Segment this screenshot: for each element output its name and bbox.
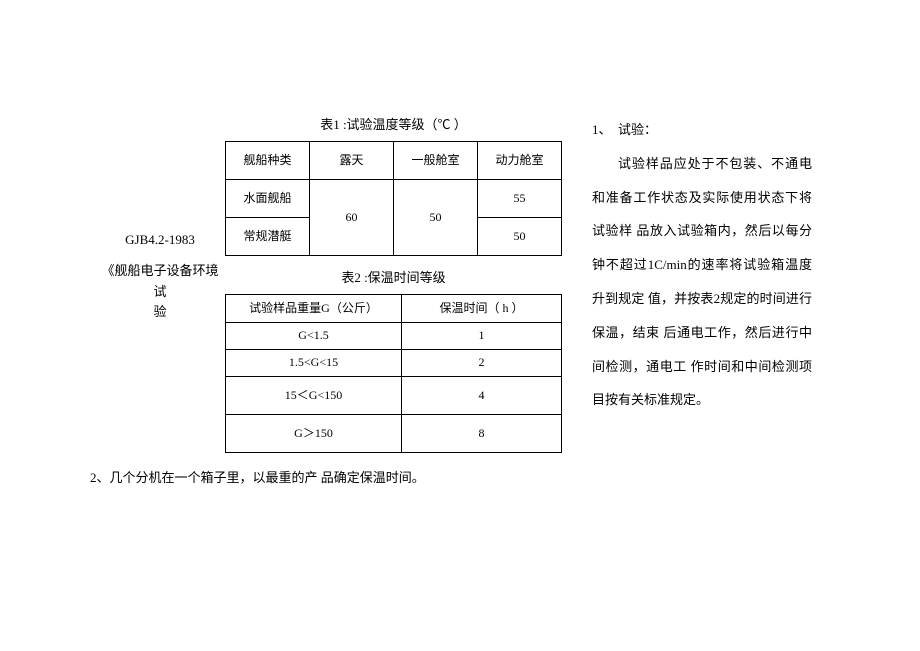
table2-r1a: G<1.5 — [226, 322, 402, 349]
table1-header-1: 舰船种类 — [226, 141, 310, 179]
table1-r1c4: 55 — [478, 179, 562, 217]
table2-row-1: G<1.5 1 — [226, 322, 562, 349]
table2-header-row: 试验样品重量G（公斤） 保温时间（ h ） — [226, 294, 562, 322]
standard-title-line1: 《舰船电子设备环境试 — [100, 261, 220, 303]
standard-code: GJB4.2-1983 — [100, 230, 220, 251]
table2-r3a: 15＜G<150 — [226, 376, 402, 414]
standard-title-line2: 验 — [100, 302, 220, 323]
table1-header-3: 一般舱室 — [394, 141, 478, 179]
table1-r2c1: 常规潜艇 — [226, 217, 310, 255]
center-column: 表1 :试验温度等级（℃ ） 舰船种类 露天 一般舱室 动力舱室 水面舰船 60… — [225, 115, 562, 453]
table1-merged-c3: 50 — [394, 179, 478, 255]
table2-r2a: 1.5<G<15 — [226, 349, 402, 376]
table1-merged-c2: 60 — [310, 179, 394, 255]
table2-row-2: 1.5<G<15 2 — [226, 349, 562, 376]
main-row: GJB4.2-1983 《舰船电子设备环境试 验 表1 :试验温度等级（℃ ） … — [0, 0, 920, 453]
table1-r1c1: 水面舰船 — [226, 179, 310, 217]
table2-r1b: 1 — [402, 322, 562, 349]
table2-header-2: 保温时间（ h ） — [402, 294, 562, 322]
table2-r2b: 2 — [402, 349, 562, 376]
left-column: GJB4.2-1983 《舰船电子设备环境试 验 — [100, 115, 220, 323]
table2-r4a: G＞150 — [226, 414, 402, 452]
table1-row-1: 水面舰船 60 50 55 — [226, 179, 562, 217]
table2: 试验样品重量G（公斤） 保温时间（ h ） G<1.5 1 1.5<G<15 2… — [225, 294, 562, 453]
right-column: 1、 试验： 试验样品应处于不包装、不通电和准备工作状态及实际使用状态下将试验样… — [562, 113, 812, 417]
right-body: 试验样品应处于不包装、不通电和准备工作状态及实际使用状态下将试验样 品放入试验箱… — [592, 147, 812, 417]
table1-header-4: 动力舱室 — [478, 141, 562, 179]
table1-title: 表1 :试验温度等级（℃ ） — [225, 115, 562, 136]
bottom-note: 2、几个分机在一个箱子里，以最重的产 品确定保温时间。 — [90, 468, 425, 489]
table2-r3b: 4 — [402, 376, 562, 414]
table2-row-3: 15＜G<150 4 — [226, 376, 562, 414]
table2-r4b: 8 — [402, 414, 562, 452]
table2-title: 表2 :保温时间等级 — [225, 268, 562, 289]
table2-header-1: 试验样品重量G（公斤） — [226, 294, 402, 322]
table2-row-4: G＞150 8 — [226, 414, 562, 452]
right-heading: 1、 试验： — [592, 113, 812, 147]
table1-r2c4: 50 — [478, 217, 562, 255]
table1-header-2: 露天 — [310, 141, 394, 179]
table1: 舰船种类 露天 一般舱室 动力舱室 水面舰船 60 50 55 常规潜艇 50 — [225, 141, 562, 256]
table1-header-row: 舰船种类 露天 一般舱室 动力舱室 — [226, 141, 562, 179]
